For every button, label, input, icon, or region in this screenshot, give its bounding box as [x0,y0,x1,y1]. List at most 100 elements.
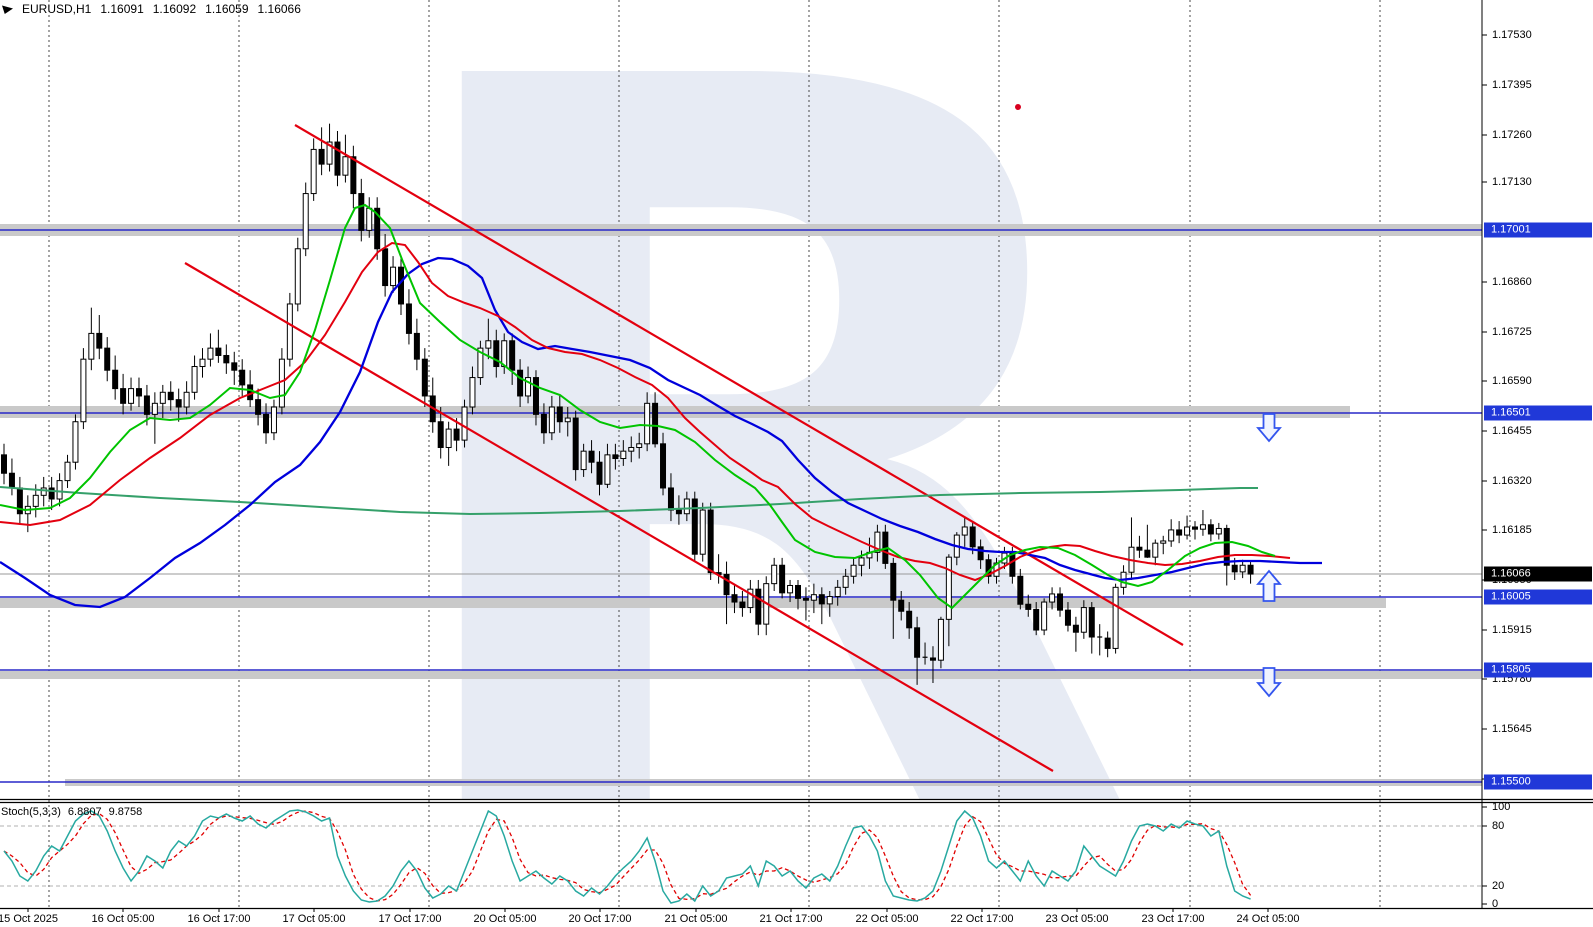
candle-bearish [1223,527,1230,566]
current-price-box: 1.16066 [1484,566,1592,582]
price-tick-label: 1.17530 [1492,29,1532,41]
candle-bearish [358,193,365,231]
price-tick-label: 1.16860 [1492,276,1532,288]
candle-bearish [1009,552,1016,577]
level-price-box: 1.16501 [1484,405,1592,421]
time-axis-label: 24 Oct 05:00 [1236,913,1300,925]
candle-bullish [937,618,944,661]
candle-bullish [390,266,397,287]
buy-arrow-icon[interactable] [1256,569,1282,602]
candle-bearish [612,454,619,460]
price-tick-label: 1.16725 [1492,326,1532,338]
candle-bullish [580,450,587,471]
time-axis-label: 21 Oct 05:00 [664,913,728,925]
level-price-box: 1.15500 [1484,774,1592,790]
candle-bullish [207,347,214,360]
candle-bearish [1057,593,1064,611]
candle-bullish [1239,564,1246,573]
candle-bullish [850,564,857,577]
stoch-scale-label: 0 [1492,898,1499,910]
candle-bullish [128,388,135,404]
symbol-timeframe-label: EURUSD,H1 [22,2,92,16]
candle-bearish [413,332,420,360]
candle-bullish [159,391,166,404]
candle-bullish [191,366,198,393]
candle-bullish [366,207,373,231]
price-tick-label: 1.17395 [1492,79,1532,91]
candle-bearish [572,417,579,471]
candle-bearish [755,588,762,625]
candle-bearish [215,347,222,356]
candle-bullish [294,248,301,305]
candle-bullish [683,498,690,515]
candle-bullish [525,377,532,397]
sell-arrow-icon[interactable] [1256,667,1282,698]
candle-bearish [239,369,246,386]
candle-bearish [1025,603,1032,610]
candle-bullish [699,509,706,555]
level-band [0,406,1350,418]
candle-bullish [461,406,468,441]
candle-bearish [167,391,174,401]
candle-bearish [906,610,913,629]
candle-bullish [56,480,63,500]
candle-bullish [858,557,865,566]
candle-bullish [151,402,158,415]
trendline[interactable] [184,262,1054,772]
price-tick-label: 1.17130 [1492,176,1532,188]
stoch-indicator-label: Stoch(5,3,3) 6.8807 9.8758 [1,806,142,818]
stoch-scale-label: 80 [1492,820,1505,832]
candle-bullish [469,377,476,408]
ohlc-high: 1.16092 [152,2,197,16]
time-axis-label: 20 Oct 17:00 [568,913,632,925]
price-tick-label: 1.16455 [1492,425,1532,437]
candle-bullish [1160,540,1167,544]
stoch-scale-label: 20 [1492,880,1505,892]
candle-bearish [350,156,357,195]
stoch-k-line [3,809,1251,904]
candle-bearish [120,388,127,404]
candle-bullish [620,450,627,460]
trendline[interactable] [294,124,1184,646]
candle-bearish [382,248,389,287]
candle-bearish [818,594,825,605]
candle-bearish [691,498,698,555]
candle-bullish [945,556,952,620]
candle-bearish [517,369,524,397]
candle-bearish [48,487,55,500]
candle-bearish [374,207,381,250]
candle-bullish [564,417,571,423]
candle-bullish [874,531,881,553]
candle-bearish [779,564,786,594]
red-dot-marker [1015,104,1021,110]
candle-bearish [914,627,921,658]
watermark-logo: R [370,0,1140,927]
candle-bearish [929,657,936,661]
ma-slow-line [0,256,1322,609]
stoch-d-value: 9.8758 [108,806,143,818]
candle-bullish [604,454,611,485]
sell-arrow-icon[interactable] [1256,413,1282,443]
candle-bullish [286,303,293,360]
candle-bullish [88,332,95,360]
price-tick-label: 1.17260 [1492,129,1532,141]
candle-bullish [1049,593,1056,603]
candle-bearish [890,562,897,601]
candle-bullish [485,340,492,349]
candle-bullish [501,340,508,368]
candle-bearish [731,594,738,603]
candle-bearish [1,454,7,474]
time-axis-label: 16 Oct 05:00 [91,913,155,925]
candle-bullish [771,564,778,585]
candle-bullish [826,596,833,605]
price-tick-label: 1.16185 [1492,524,1532,536]
candle-bearish [660,443,667,489]
candle-bearish [334,141,341,176]
candle-bearish [1247,564,1254,575]
candle-bearish [532,377,539,415]
candle-bearish [437,421,444,448]
candle-bullish [1080,607,1087,633]
candle-bearish [1192,526,1198,530]
